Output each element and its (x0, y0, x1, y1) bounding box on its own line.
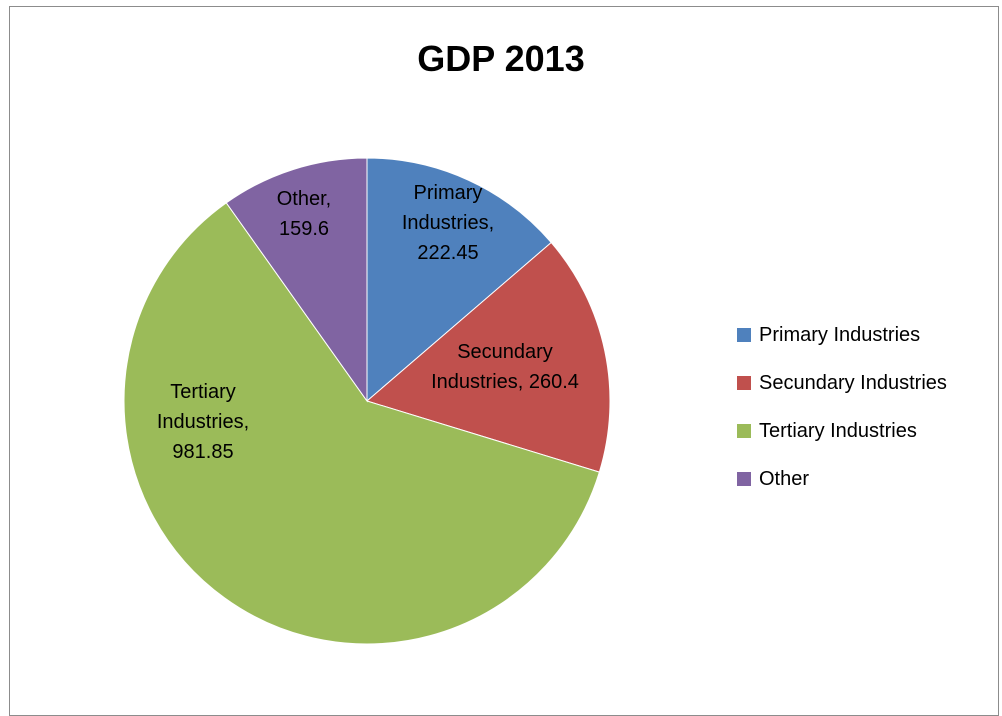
legend-swatch-primary-industries (737, 328, 751, 342)
chart-title: GDP 2013 (417, 38, 585, 79)
data-label-primary-industries: Primary Industries, 222.45 (402, 182, 494, 264)
pie-slice-tertiary-industries (123, 202, 600, 645)
data-label-secundary-industries: Secundary Industries, 260.4 (431, 341, 579, 393)
data-label-tertiary-industries: Tertiary Industries, 981.85 (157, 381, 249, 463)
legend-swatch-other (737, 472, 751, 486)
legend-item-tertiary-industries: Tertiary Industries (737, 407, 999, 455)
data-label-other: Other, 159.6 (277, 188, 331, 240)
legend-label-other: Other (759, 467, 810, 490)
legend-item-secundary-industries: Secundary Industries (737, 359, 999, 407)
legend-swatch-secundary-industries (737, 376, 751, 390)
pie-slice-primary-industries (366, 157, 552, 403)
legend-item-other: Other (737, 455, 999, 503)
legend-label-secundary-industries: Secundary Industries (759, 371, 947, 394)
chart-legend: Primary Industries Secundary Industries Te… (737, 311, 999, 503)
legend-item-primary-industries: Primary Industries (737, 311, 999, 359)
pie-slice-secundary-industries (365, 241, 611, 473)
legend-label-tertiary-industries: Tertiary Industries (759, 419, 917, 442)
legend-swatch-tertiary-industries (737, 424, 751, 438)
pie-slice-other (225, 157, 368, 403)
legend-label-primary-industries: Primary Industries (759, 323, 921, 346)
